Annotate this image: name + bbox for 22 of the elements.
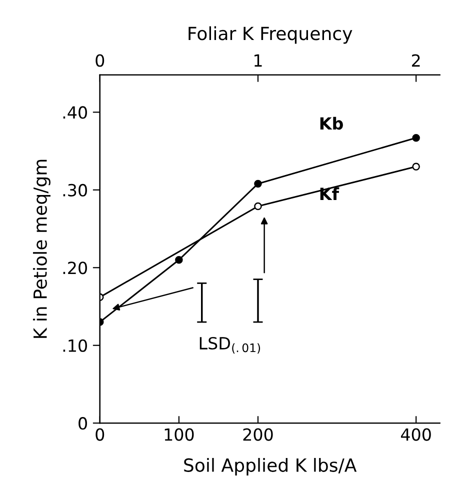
y-tick-label: 0	[78, 417, 87, 430]
y-axis-title: K in Petiole meq/gm	[32, 160, 50, 338]
x-tick-label: 200	[243, 428, 273, 441]
x-axis-title: Soil Applied K lbs/A	[184, 458, 357, 476]
point	[412, 162, 420, 170]
x2-tick-label: 1	[254, 54, 262, 67]
y-tick-label: .20	[63, 262, 87, 274]
x2-tick-label: 2	[412, 54, 420, 67]
point	[412, 134, 420, 142]
point	[254, 180, 262, 188]
y-tick-label: .30	[63, 184, 87, 196]
x2-axis-title: Foliar K Frequency	[188, 26, 352, 44]
y-tick-label: .40	[63, 106, 87, 119]
annotation: LSD$_{(.01)}$	[200, 336, 260, 354]
x-tick-label: 0	[96, 428, 104, 441]
series-label: Kb	[320, 116, 343, 130]
y-tick-label: .10	[63, 339, 87, 352]
x-tick-label: 100	[164, 428, 194, 441]
point	[175, 256, 183, 264]
point	[254, 202, 262, 210]
x-tick-label: 400	[400, 428, 431, 441]
x2-tick-label: 0	[96, 54, 104, 67]
